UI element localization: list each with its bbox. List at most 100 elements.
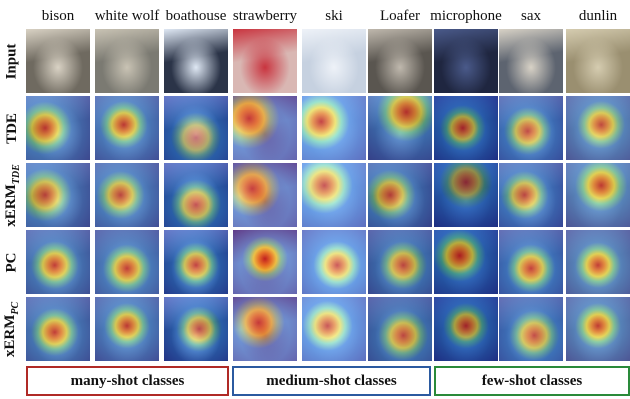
attention-heatmap [233,163,297,227]
heatmap-tile-white-wolf [95,96,159,160]
attention-heatmap [95,297,159,361]
row-label-main: Input [3,43,20,79]
heatmap-tile-dunlin [566,297,630,361]
input-image-strawberry [233,29,297,93]
heatmap-tile-strawberry [233,297,297,361]
heatmap-tile-bison [26,163,90,227]
input-image-boathouse [164,29,228,93]
photo [368,29,432,93]
attention-heatmap [26,297,90,361]
heatmap-tile-ski [302,163,366,227]
row-label-1: TDE [0,96,24,160]
heatmap-tile-boathouse [164,230,228,294]
input-image-dunlin [566,29,630,93]
attention-heatmap [566,297,630,361]
heatmap-tile-microphone [434,96,498,160]
attention-heatmap [566,163,630,227]
row-label-text: Input [4,43,21,79]
column-label-bison: bison [41,8,75,24]
attention-heatmap [233,297,297,361]
attention-heatmap [368,96,432,160]
attention-heatmap [434,297,498,361]
heatmap-tile-white-wolf [95,163,159,227]
row-label-main: xERM [2,314,19,357]
heatmap-tile-loafer [368,297,432,361]
attention-heatmap [302,96,366,160]
input-image-sax [499,29,563,93]
heatmap-tile-strawberry [233,230,297,294]
row-label-text: xERMTDE [3,164,22,227]
heatmap-tile-ski [302,96,366,160]
heatmap-tile-bison [26,297,90,361]
column-label-white-wolf: white wolf [94,8,160,24]
group-box-medium-shot-classes: medium-shot classes [232,366,431,396]
attention-heatmap [434,230,498,294]
heatmap-tile-dunlin [566,96,630,160]
heatmap-tile-bison [26,96,90,160]
row-label-main: PC [3,252,20,272]
attention-heatmap [164,230,228,294]
photo [233,29,297,93]
column-label-dunlin: dunlin [578,8,618,24]
heatmap-tile-sax [499,96,563,160]
heatmap-tile-boathouse [164,96,228,160]
column-label-sax: sax [521,8,541,24]
input-image-ski [302,29,366,93]
photo [566,29,630,93]
attention-heatmap [164,96,228,160]
heatmap-tile-ski [302,297,366,361]
heatmap-tile-ski [302,230,366,294]
attention-heatmap [499,96,563,160]
heatmap-tile-white-wolf [95,230,159,294]
attention-heatmap [499,230,563,294]
heatmap-tile-boathouse [164,163,228,227]
attention-heatmap [26,230,90,294]
heatmap-tile-white-wolf [95,297,159,361]
heatmap-tile-microphone [434,163,498,227]
row-label-text: TDE [4,113,21,144]
row-label-main: TDE [3,112,20,144]
heatmap-tile-bison [26,230,90,294]
heatmap-tile-microphone [434,297,498,361]
column-label-loafer: Loafer [380,8,420,24]
column-label-boathouse: boathouse [165,8,227,24]
attention-heatmap [368,163,432,227]
heatmap-tile-microphone [434,230,498,294]
heatmap-tile-strawberry [233,163,297,227]
attention-heatmap [566,96,630,160]
photo [434,29,498,93]
row-label-0: Input [0,29,24,93]
heatmap-tile-dunlin [566,230,630,294]
attention-heatmap [95,163,159,227]
attention-heatmap [302,297,366,361]
heatmap-tile-loafer [368,230,432,294]
attention-heatmap [233,230,297,294]
heatmap-tile-sax [499,163,563,227]
attention-heatmap [499,163,563,227]
attention-heatmap [95,230,159,294]
row-label-2: xERMTDE [0,163,24,227]
column-label-microphone: microphone [430,8,502,24]
row-label-text: xERMPC [3,301,22,356]
column-label-ski: ski [325,8,343,24]
attention-heatmap [26,96,90,160]
attention-heatmap [233,96,297,160]
attention-heatmap [26,163,90,227]
attention-heatmap [434,96,498,160]
heatmap-tile-strawberry [233,96,297,160]
group-box-few-shot-classes: few-shot classes [434,366,630,396]
input-image-white-wolf [95,29,159,93]
photo [164,29,228,93]
photo [95,29,159,93]
attention-heatmap [95,96,159,160]
row-label-3: PC [0,230,24,294]
heatmap-tile-sax [499,297,563,361]
attention-heatmap [499,297,563,361]
attention-heatmap [368,297,432,361]
attention-heatmap [164,163,228,227]
input-image-bison [26,29,90,93]
row-label-sub: TDE [10,163,22,184]
photo [26,29,90,93]
row-label-sub: PC [10,301,22,315]
